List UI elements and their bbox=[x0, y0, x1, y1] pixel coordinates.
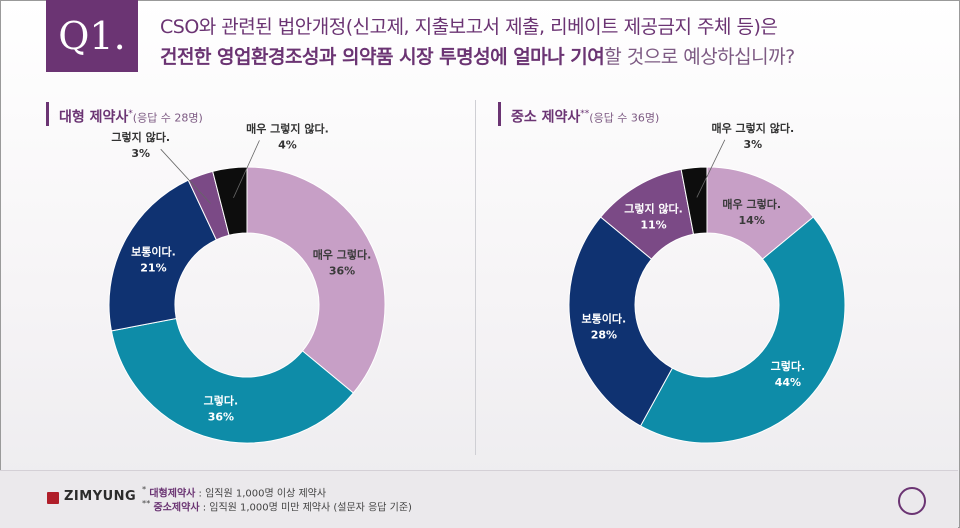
donut-0-label-neutral: 보통이다. 21% bbox=[131, 244, 176, 274]
question-badge: Q1. bbox=[46, 0, 138, 72]
donut-1-label-not-at-all-category: 매우 그렇지 않다. bbox=[711, 121, 794, 135]
section-divider bbox=[475, 100, 476, 455]
donut-0-label-very-yes-value: 36% bbox=[329, 264, 355, 277]
small-pharma-mark: ** bbox=[580, 109, 590, 119]
footer-bar bbox=[0, 470, 958, 528]
donut-0-label-yes: 그렇다. 36% bbox=[204, 394, 239, 424]
donut-0-label-not-at-all-value: 4% bbox=[278, 138, 297, 151]
donut-0-label-neutral-category: 보통이다. bbox=[131, 244, 176, 258]
donut-1-slice-yes bbox=[639, 216, 846, 444]
footnote-large: * 대형제약사 : 임직원 1,000명 이상 제약사 bbox=[142, 484, 326, 499]
donut-1-label-very-yes-category: 매우 그렇다. bbox=[722, 197, 781, 211]
donut-1-label-yes: 그렇다. 44% bbox=[771, 359, 806, 389]
large-pharma-donut-chart: 매우 그렇다. 36% 그렇다. 36% 보통이다. 21% 그렇지 않다. 3% 매우 그렇지… bbox=[108, 121, 386, 444]
donut-0-leader-not-at-all bbox=[233, 140, 260, 199]
small-pharma-donut-chart: 매우 그렇다. 14% 그렇다. 44% 보통이다. 28% 그렇지 않다. 11% 매우 그렇… bbox=[568, 121, 846, 444]
zimyung-logo-icon bbox=[47, 492, 59, 504]
donut-1-label-very-yes: 매우 그렇다. 14% bbox=[722, 197, 781, 227]
footnote-small-text: : 임직원 1,000명 미만 제약사 (설문자 응답 기준) bbox=[199, 502, 412, 514]
donut-0-slice-neutral bbox=[108, 179, 218, 332]
donut-1-label-no-value: 11% bbox=[640, 219, 666, 232]
donut-1-leader-not-at-all bbox=[696, 139, 726, 198]
large-pharma-count: (응답 수 28명) bbox=[132, 111, 203, 125]
large-pharma-mark: * bbox=[128, 109, 133, 119]
donut-0-leader-no bbox=[160, 148, 211, 204]
donut-1-label-neutral-value: 28% bbox=[591, 329, 617, 342]
zimyung-logo-text: ZIMYUNG bbox=[64, 489, 137, 504]
donut-0-label-not-at-all-category: 매우 그렇지 않다. bbox=[246, 121, 329, 135]
footnote-small-mark: ** bbox=[142, 498, 151, 508]
question-emphasis: 건전한 영업환경조성과 의약품 시장 투명성에 얼마나 기여 bbox=[160, 46, 605, 68]
footnote-large-mark: * bbox=[142, 484, 147, 494]
donut-1-label-yes-category: 그렇다. bbox=[771, 359, 806, 373]
donut-1-label-neutral: 보통이다. 28% bbox=[582, 312, 627, 342]
question-tail: 할 것으로 예상하십니까? bbox=[604, 46, 795, 68]
donut-0-label-yes-category: 그렇다. bbox=[204, 394, 239, 408]
donut-1-label-not-at-all-value: 3% bbox=[743, 138, 762, 151]
donut-1-slice-not-at-all bbox=[680, 166, 708, 235]
small-pharma-label: 중소 제약사 bbox=[511, 109, 581, 126]
large-pharma-title: 대형 제약사*(응답 수 28명) bbox=[46, 102, 203, 126]
donut-0-label-very-yes-category: 매우 그렇다. bbox=[313, 247, 372, 261]
donut-1-label-very-yes-value: 14% bbox=[739, 214, 765, 227]
donut-0-label-neutral-value: 21% bbox=[140, 261, 166, 274]
donut-0-label-very-yes: 매우 그렇다. 36% bbox=[313, 247, 372, 277]
footnote-small: ** 중소제약사 : 임직원 1,000명 미만 제약사 (설문자 응답 기준) bbox=[142, 498, 412, 513]
donut-0-label-no: 그렇지 않다. 3% bbox=[111, 130, 170, 160]
donut-1-label-no-category: 그렇지 않다. bbox=[624, 202, 683, 216]
donut-0-label-no-category: 그렇지 않다. bbox=[111, 130, 170, 144]
donut-0-slice-not-at-all bbox=[212, 166, 248, 236]
donut-0-label-not-at-all: 매우 그렇지 않다. 4% bbox=[246, 121, 329, 151]
question-line-1: CSO와 관련된 법안개정(신고제, 지출보고서 제출, 리베이트 제공금지 주… bbox=[160, 16, 778, 38]
donut-1-slice-neutral bbox=[568, 216, 673, 427]
small-pharma-title: 중소 제약사**(응답 수 36명) bbox=[498, 102, 659, 126]
donut-0-label-yes-value: 36% bbox=[208, 411, 234, 424]
donut-0-slice-yes bbox=[110, 317, 355, 444]
footnote-large-key: 대형제약사 bbox=[149, 488, 196, 500]
donut-1-label-neutral-category: 보통이다. bbox=[582, 312, 627, 326]
small-pharma-count: (응답 수 36명) bbox=[589, 111, 660, 125]
donut-1-label-no: 그렇지 않다. 11% bbox=[624, 202, 683, 232]
footnote-large-text: : 임직원 1,000명 이상 제약사 bbox=[195, 488, 327, 500]
donut-0-slice-very-yes bbox=[246, 166, 386, 394]
next-circle-button[interactable] bbox=[898, 487, 926, 515]
donut-0-label-no-value: 3% bbox=[131, 147, 150, 160]
footnote-small-key: 중소제약사 bbox=[153, 502, 200, 514]
question-line-2: 건전한 영업환경조성과 의약품 시장 투명성에 얼마나 기여할 것으로 예상하십… bbox=[160, 42, 795, 69]
large-pharma-label: 대형 제약사 bbox=[59, 109, 129, 126]
donut-1-label-not-at-all: 매우 그렇지 않다. 3% bbox=[711, 121, 794, 151]
donut-1-label-yes-value: 44% bbox=[775, 376, 801, 389]
